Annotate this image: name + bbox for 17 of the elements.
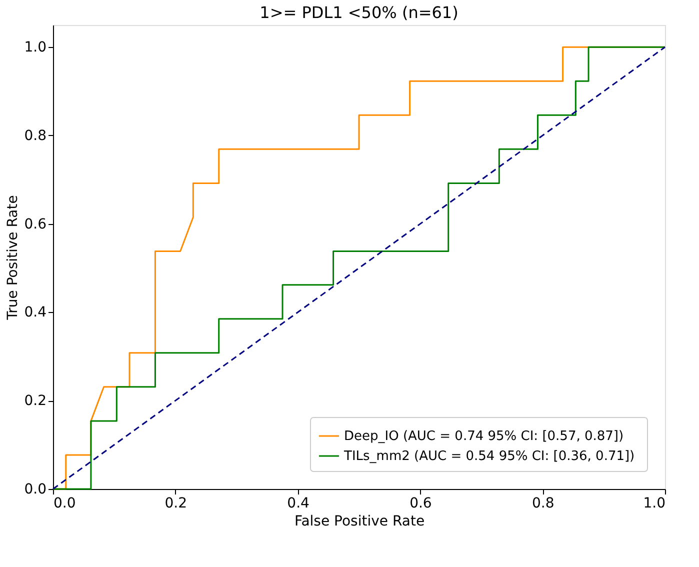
y-tick-label: 0.4 [24,304,47,321]
y-tick-label: 0.2 [24,393,46,410]
x-tick-label: 0.6 [410,496,432,512]
legend-label: TILs_mm2 (AUC = 0.54 95% CI: [0.36, 0.71]) [343,449,635,464]
legend-label: Deep_IO (AUC = 0.74 95% CI: [0.57, 0.87]) [344,429,624,444]
chart-title: 1>= PDL1 <50% (n=61) [260,3,458,22]
y-axis-title: True Positive Rate [5,195,22,321]
y-tick-label: 0.0 [24,482,46,498]
y-tick-label: 1.0 [24,40,46,56]
x-tick-label: 0.2 [164,496,188,512]
x-axis-title: False Positive Rate [294,514,425,530]
x-tick-label: 0.0 [54,496,76,512]
x-tick-label: 0.4 [287,496,310,512]
x-tick-label: 1.0 [643,496,666,512]
y-tick-label: 0.6 [24,216,47,232]
y-tick-label: 0.8 [24,128,46,144]
x-tick-label: 0.8 [532,496,554,512]
